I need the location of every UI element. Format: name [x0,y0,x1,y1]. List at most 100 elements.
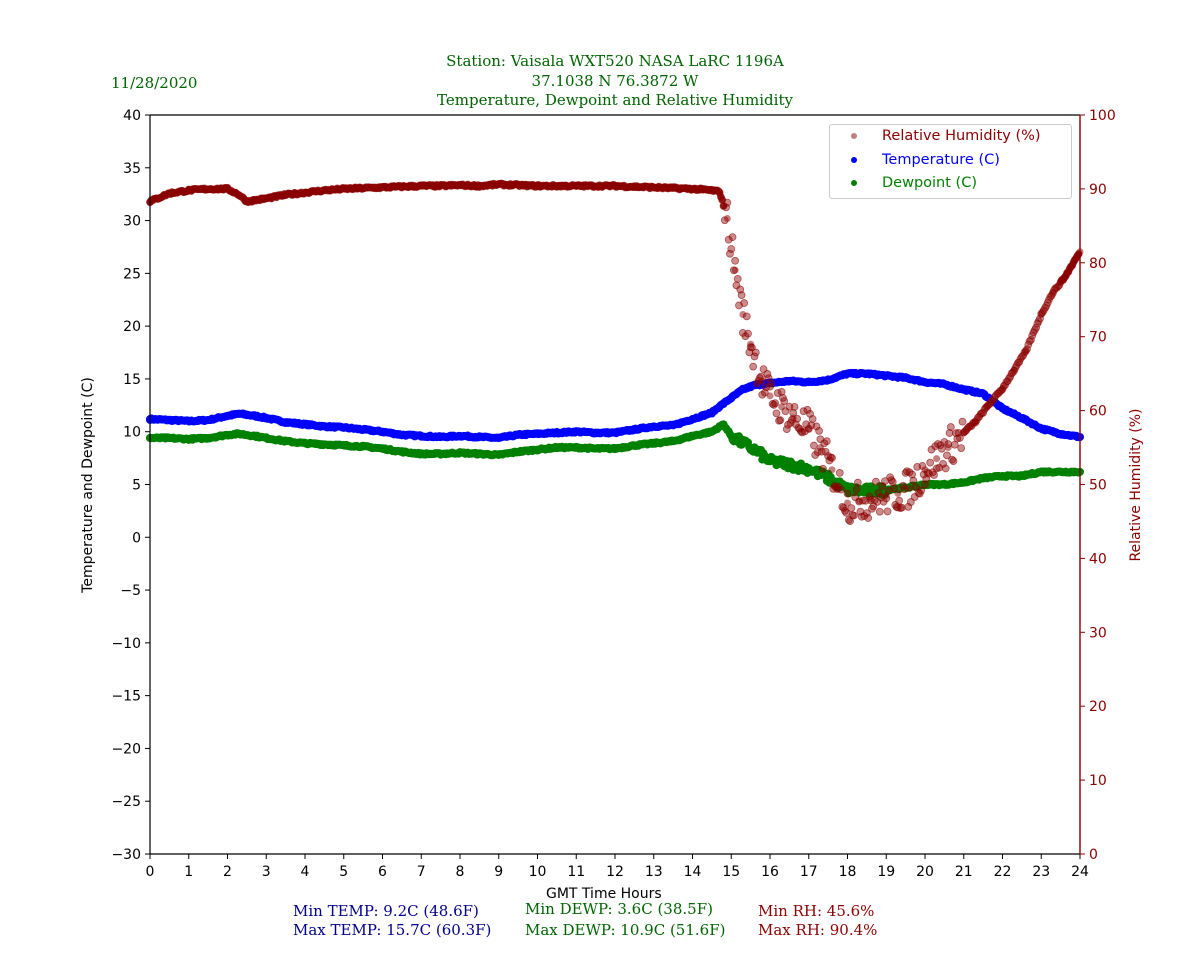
rh-sample [780,397,789,405]
x-tick-label: 12 [606,864,624,880]
legend-dewp-label: Dewpoint (C) [882,175,977,191]
x-tick-label: 1 [184,864,193,880]
x-tick-label: 13 [645,864,663,880]
rh-sample [883,507,892,516]
legend-temp-marker [851,157,857,163]
legend: Relative Humidity (%) Temperature (C) De… [829,124,1072,199]
x-tick-label: 18 [839,864,857,880]
stat-min-dewp: Min DEWP: 3.6C (38.5F) [525,900,713,918]
rh-sample [731,256,740,265]
rh-sample [958,417,967,426]
y-tick-label: −10 [111,636,141,652]
rh-sample [918,462,927,470]
rh-sample [793,414,802,423]
rh-sample [1029,328,1038,337]
rh-sample [737,291,746,300]
x-tick-label: 15 [722,864,740,880]
rh-sample [868,504,876,513]
stat-max-temp: Max TEMP: 15.7C (60.3F) [293,921,492,939]
rh-sample [771,399,780,408]
y-tick-label: −15 [111,689,141,705]
x-tick-label: 11 [567,864,585,880]
y-tick-label: −25 [111,794,141,810]
x-tick-label: 3 [262,864,271,880]
y2-tick-label: 50 [1089,478,1107,494]
rh-sample [819,464,827,473]
rh-sample [874,488,883,497]
rh-sample [744,329,752,338]
y2-tick-label: 80 [1089,256,1107,272]
stat-min-temp: Min TEMP: 9.2C (48.6F) [293,902,479,920]
x-tick-label: 4 [301,864,310,880]
data-point [739,311,747,319]
y-tick-label: 20 [123,319,141,335]
rh-sample [803,405,812,414]
rh-sample [790,403,799,411]
rh-sample [728,233,737,242]
y-tick-label: 35 [123,161,141,177]
rh-sample [732,281,741,290]
rh-sample [1023,345,1031,354]
y-tick-label: 15 [123,372,141,388]
x-axis-label: GMT Time Hours [546,886,662,902]
x-tick-label: 16 [761,864,779,880]
x-tick-label: 6 [378,864,387,880]
rh-sample [1039,306,1048,315]
rh-sample [835,468,844,477]
rh-sample [946,423,955,431]
rh-sample [943,451,951,460]
rh-sample [813,448,822,457]
stat-min-rh: Min RH: 45.6% [758,902,875,920]
y-tick-label: 25 [123,266,141,282]
chart-title-station: Station: Vaisala WXT520 NASA LaRC 1196A [446,52,784,70]
rh-sample [955,434,964,442]
y2-tick-label: 10 [1089,773,1107,789]
rh-sample [957,444,966,453]
x-tick-label: 2 [223,864,232,880]
series-relative [146,179,1084,526]
dewpoint-sample [1074,468,1083,477]
rh-sample [847,504,856,513]
chart-title-main: Temperature, Dewpoint and Relative Humid… [437,91,793,109]
rh-sample [762,383,771,392]
data-point [1022,347,1030,355]
rh-sample [917,486,926,495]
rh-sample [749,362,758,371]
rh-sample [944,440,953,449]
rh-sample [740,299,749,307]
rh-sample [908,470,916,479]
x-tick-label: 23 [1032,864,1050,880]
y-axis-label: Temperature and Dewpoint (C) [80,377,96,593]
rh-sample [937,444,946,453]
data-point [828,466,836,474]
y-tick-label: 0 [132,530,141,546]
rh-sample [833,485,842,493]
data-point [933,455,941,463]
rh-sample [882,494,891,503]
rh-sample [821,447,830,456]
rh-sample [733,275,742,283]
rh-sample [822,437,831,446]
rh-sample [772,409,781,418]
y2-tick-label: 40 [1089,551,1107,567]
rh-sample [724,235,733,244]
y2-tick-label: 30 [1089,625,1107,641]
chart-title-coords: 37.1038 N 76.3872 W [531,72,699,90]
series-dewpoint [146,420,1084,499]
series-temperature [146,368,1084,443]
rh-sample [808,415,817,423]
x-tick-label: 10 [529,864,547,880]
x-tick-label: 8 [456,864,465,880]
rh-sample [742,312,751,321]
rh-sample [729,266,738,275]
rh-sample [875,507,884,516]
x-tick-label: 22 [994,864,1012,880]
x-tick-label: 5 [339,864,348,880]
rh-sample [864,514,873,522]
rh-sample [751,348,760,357]
rh-sample [921,480,929,489]
rh-sample [881,477,889,486]
rh-sample [852,485,861,494]
rh-sample [897,503,906,512]
